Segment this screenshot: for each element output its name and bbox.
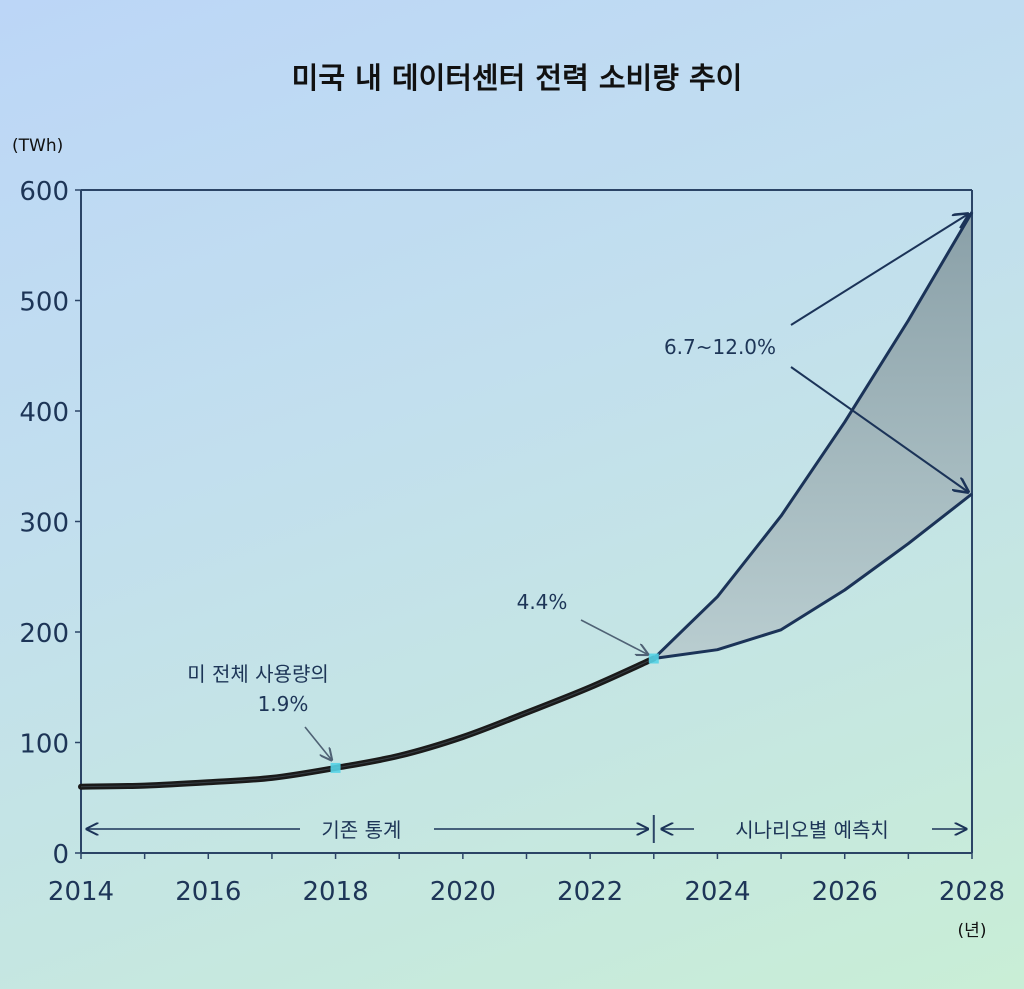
scenario-band-layer (653, 212, 972, 659)
x-tick-label: 2016 (175, 877, 241, 907)
annotation-arrow-2028-low (790, 366, 968, 492)
y-tick-label: 500 (19, 288, 69, 318)
annotation-arrow-2023 (580, 619, 648, 655)
y-tick-label: 400 (19, 398, 69, 428)
x-axis-unit: (년) (958, 921, 987, 941)
x-tick-label: 2024 (684, 877, 750, 907)
y-tick-label: 600 (19, 177, 69, 207)
annotation-2018-line2: 1.9% (258, 692, 309, 716)
x-tick-label: 2028 (939, 877, 1005, 907)
x-tick-label: 2020 (430, 877, 496, 907)
range-label-forecast: 시나리오별 예측치 (735, 818, 889, 842)
point-marker-2018 (330, 762, 341, 773)
annotation-2023: 4.4% (517, 590, 568, 614)
x-tick-label: 2018 (302, 877, 368, 907)
x-tick-label: 2026 (812, 877, 878, 907)
y-tick-label: 0 (52, 840, 69, 870)
annotation-2028: 6.7~12.0% (664, 335, 776, 359)
series-line-scenario-high (652, 211, 974, 660)
scenario-band (653, 212, 972, 659)
annotation-layer: 미 전체 사용량의 1.9% 4.4% 6.7~12.0% (187, 214, 968, 760)
chart-title: 미국 내 데이터센터 전력 소비량 추이 (292, 61, 743, 95)
y-tick-label: 200 (19, 619, 69, 649)
annotation-arrow-2028-high (790, 214, 968, 326)
annotation-2018-line1: 미 전체 사용량의 (187, 662, 329, 686)
tick-layer: 0 100 200 300 400 500 600 2014 2016 2018 2020 2022 2… (19, 177, 1005, 907)
series-layer (78, 211, 974, 790)
x-tick-label: 2014 (48, 877, 114, 907)
range-arrows: 기존 통계 시나리오별 예측치 (87, 815, 966, 843)
series-line-scenario-low (653, 492, 973, 661)
point-marker-2023 (648, 653, 659, 664)
series-line-historical-highlight (80, 658, 654, 788)
range-label-historical: 기존 통계 (321, 818, 401, 842)
y-tick-label: 300 (19, 509, 69, 539)
y-tick-label: 100 (19, 730, 69, 760)
annotation-arrow-2018 (304, 726, 332, 760)
series-line-historical (78, 655, 657, 790)
y-axis-unit: (TWh) (12, 136, 63, 156)
x-tick-label: 2022 (557, 877, 623, 907)
